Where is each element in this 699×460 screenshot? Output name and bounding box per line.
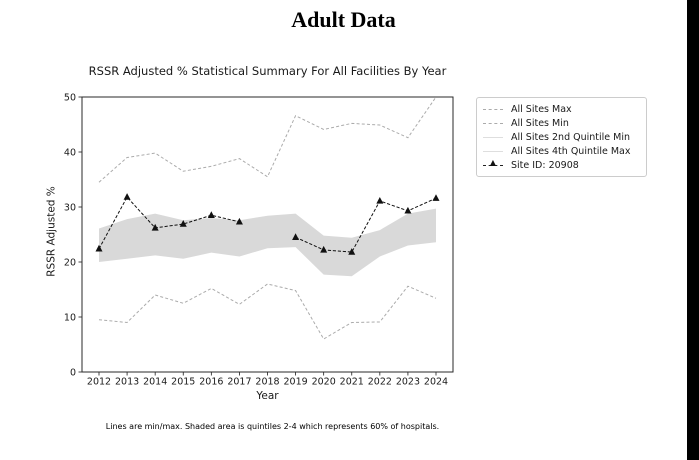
- plot-border: [81, 96, 454, 373]
- x-tick-label: 2017: [227, 377, 251, 388]
- triangle-marker-line-icon: ▲: [483, 159, 503, 167]
- site-marker: [235, 217, 243, 225]
- x-tick-label: 2019: [283, 377, 307, 388]
- chart-title: RSSR Adjusted % Statistical Summary For …: [88, 64, 447, 78]
- right-black-bar: [687, 0, 699, 460]
- legend-item-site: ▲ Site ID: 20908: [483, 158, 642, 172]
- y-tick-label: 40: [64, 147, 76, 158]
- site-line: [295, 197, 437, 253]
- site-marker: [151, 223, 159, 231]
- y-axis-label: RSSR Adjusted %: [45, 186, 58, 277]
- legend-label: All Sites Min: [511, 118, 569, 130]
- legend-item-4th-quintile-max: All Sites 4th Quintile Max: [483, 144, 642, 158]
- solid-line-icon: [483, 150, 503, 152]
- site-marker: [95, 244, 103, 252]
- dashed-line-icon: [483, 123, 503, 125]
- site-marker: [123, 193, 131, 200]
- triangle-marker-icon: ▲: [489, 158, 497, 168]
- y-tick-label: 0: [70, 367, 76, 378]
- solid-line-icon: [483, 136, 503, 138]
- legend-label: All Sites 2nd Quintile Min: [511, 131, 631, 143]
- legend-label: All Sites 4th Quintile Max: [511, 145, 631, 157]
- y-tick-label: 30: [64, 202, 76, 213]
- plot-area: 2012 2013 2014 2015 2016 2017 2018 2019 2020 2021…: [64, 92, 454, 388]
- site-marker: [376, 196, 384, 204]
- x-tick-label: 2018: [255, 377, 279, 388]
- site-marker: [207, 211, 215, 218]
- x-tick-label: 2020: [312, 377, 336, 388]
- legend-label: All Sites Max: [511, 104, 572, 116]
- x-tick-label: 2013: [115, 377, 139, 388]
- x-tick-label: 2015: [171, 377, 195, 388]
- x-tick-label: 2022: [368, 377, 392, 388]
- page-title: Adult Data: [291, 7, 396, 32]
- min-line: [98, 283, 437, 340]
- y-tick-label: 10: [64, 312, 76, 323]
- legend-item-all-sites-min: All Sites Min: [483, 117, 642, 131]
- x-tick-label: 2016: [199, 377, 223, 388]
- legend-item-2nd-quintile-min: All Sites 2nd Quintile Min: [483, 131, 642, 145]
- legend-label: Site ID: 20908: [511, 159, 579, 171]
- footnote: Lines are min/max. Shaded area is quinti…: [105, 422, 440, 431]
- y-tick-label: 20: [64, 257, 76, 268]
- max-line: [98, 96, 437, 183]
- y-tick-label: 50: [64, 92, 76, 103]
- site-marker: [404, 206, 412, 214]
- x-tick-label: 2021: [340, 377, 364, 388]
- site-marker: [320, 245, 328, 253]
- x-tick-label: 2024: [424, 377, 448, 388]
- site-marker: [292, 233, 300, 240]
- dashed-line-icon: [483, 109, 503, 111]
- site-marker: [432, 194, 440, 201]
- site-marker: [348, 248, 356, 255]
- x-tick-label: 2023: [396, 377, 420, 388]
- site-marker: [179, 220, 187, 227]
- x-tick-label: 2014: [143, 377, 167, 388]
- legend-item-all-sites-max: All Sites Max: [483, 103, 642, 117]
- legend: All Sites Max All Sites Min All Sites 2n…: [476, 97, 647, 177]
- x-axis-label: Year: [256, 390, 279, 402]
- site-line: [98, 196, 240, 250]
- x-tick-label: 2012: [87, 377, 111, 388]
- quintile-band: [99, 208, 436, 277]
